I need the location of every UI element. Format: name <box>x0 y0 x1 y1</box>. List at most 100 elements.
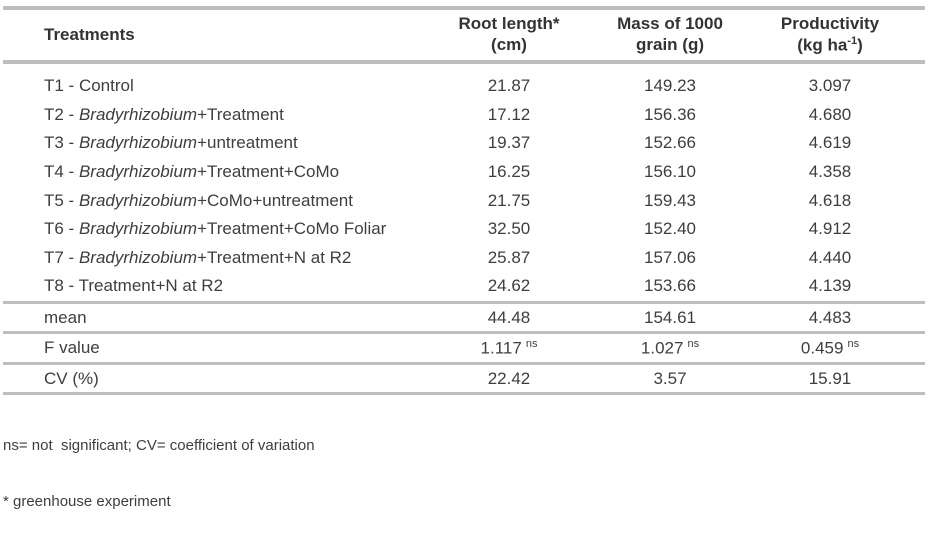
root-length-value: 19.37 <box>487 133 531 153</box>
grain-mass-value: 152.66 <box>644 133 696 153</box>
col-header-productivity: Productivity (kg ha-1) <box>755 14 905 56</box>
col-header-root-length-line1: Root length* <box>458 14 560 34</box>
table-row: T7 - Bradyrhizobium+Treatment+N at R2 25… <box>0 244 928 273</box>
treatment-pre: T4 - <box>44 162 79 182</box>
root-length-value: 32.50 <box>487 219 531 239</box>
productivity-value: 4.139 <box>808 276 852 296</box>
treatment-label: T8 - Treatment+N at R2 <box>0 276 433 296</box>
species-name: Bradyrhizobium <box>78 104 198 124</box>
root-length-value: 22.42 <box>433 369 585 389</box>
col-header-productivity-line1: Productivity <box>780 13 880 33</box>
root-length-value: 17.12 <box>487 104 531 124</box>
productivity-value: 4.358 <box>808 162 852 182</box>
table-rule-mean <box>3 331 925 335</box>
productivity-unit-post: ) <box>857 35 863 55</box>
treatment-pre: T5 - <box>44 190 79 210</box>
species-name: Bradyrhizobium <box>78 190 198 210</box>
ns-superscript: ns <box>687 337 700 350</box>
productivity-value: 0.459 ns <box>755 338 905 359</box>
grain-mass-value: 159.43 <box>644 190 696 210</box>
treatment-post: +Treatment <box>197 104 284 124</box>
col-header-treatments: Treatments <box>44 25 135 44</box>
productivity-value: 3.097 <box>808 76 852 96</box>
treatment-post: +CoMo+untreatment <box>197 190 353 210</box>
productivity-value: 4.680 <box>808 104 852 124</box>
summary-number: 154.61 <box>644 307 696 327</box>
summary-number: 1.027 <box>640 338 684 358</box>
ns-superscript: ns <box>847 337 860 350</box>
treatment-pre: T8 - Treatment+N at R2 <box>44 276 224 296</box>
treatment-post: +untreatment <box>197 133 298 153</box>
root-length-value: 44.48 <box>433 308 585 328</box>
grain-mass-value: 154.61 <box>585 308 755 328</box>
table-rule-body-end <box>3 300 925 304</box>
table-row: T2 - Bradyrhizobium+Treatment 17.12 156.… <box>0 101 928 130</box>
treatment-pre: T6 - <box>44 219 79 239</box>
species-name: Bradyrhizobium <box>78 247 198 267</box>
root-length-value: 1.117 ns <box>433 338 585 359</box>
grain-mass-value: 3.57 <box>585 369 755 389</box>
summary-number: 3.57 <box>653 368 687 388</box>
summary-label: F value <box>44 338 100 357</box>
col-header-grain-mass-line2: grain (g) <box>636 35 704 54</box>
productivity-value: 4.483 <box>755 308 905 328</box>
grain-mass-value: 153.66 <box>644 276 696 296</box>
table-row: T1 - Control 21.87 149.23 3.097 <box>0 72 928 101</box>
species-name: Bradyrhizobium <box>78 219 198 239</box>
results-table: Treatments Root length* (cm) Mass of 100… <box>0 6 928 548</box>
table-row-f-value: F value 1.117 ns 1.027 ns 0.459 ns <box>0 334 928 362</box>
table-row: T8 - Treatment+N at R2 24.62 153.66 4.13… <box>0 272 928 301</box>
treatment-pre: T2 - <box>44 104 79 124</box>
summary-label: CV (%) <box>44 368 99 388</box>
table-row: T6 - Bradyrhizobium+Treatment+CoMo Folia… <box>0 215 928 244</box>
footnote-ns: ns= not significant; CV= coefficient of … <box>3 437 315 455</box>
root-length-value: 16.25 <box>487 162 531 182</box>
table-row: T4 - Bradyrhizobium+Treatment+CoMo 16.25… <box>0 158 928 187</box>
col-header-grain-mass-line1: Mass of 1000 <box>617 14 723 34</box>
table-header-row: Treatments Root length* (cm) Mass of 100… <box>0 10 928 60</box>
treatment-label: T3 - Bradyrhizobium+untreatment <box>0 133 433 153</box>
ns-superscript: ns <box>525 337 538 350</box>
productivity-value: 4.618 <box>808 190 852 210</box>
treatment-pre: T1 - Control <box>44 76 134 96</box>
productivity-value: 4.619 <box>808 133 852 153</box>
table-row-mean: mean 44.48 154.61 4.483 <box>0 304 928 332</box>
species-name: Bradyrhizobium <box>78 162 198 182</box>
summary-label: mean <box>44 307 87 327</box>
summary-number: 44.48 <box>487 307 531 327</box>
table-rule-header <box>3 60 925 64</box>
treatment-post: +Treatment+CoMo Foliar <box>197 219 387 239</box>
treatment-pre: T3 - <box>44 133 79 153</box>
table-body: T1 - Control 21.87 149.23 3.097 T2 - Bra… <box>0 64 928 301</box>
treatment-post: +Treatment+CoMo <box>197 162 340 182</box>
productivity-value: 4.440 <box>808 247 852 267</box>
summary-number: 15.91 <box>808 368 852 388</box>
treatment-label: T2 - Bradyrhizobium+Treatment <box>0 105 433 125</box>
species-name: Bradyrhizobium <box>78 133 198 153</box>
col-header-root-length-line2: (cm) <box>491 35 527 54</box>
grain-mass-value: 156.10 <box>644 162 696 182</box>
treatment-label: T6 - Bradyrhizobium+Treatment+CoMo Folia… <box>0 219 433 239</box>
summary-number: 0.459 <box>800 338 844 358</box>
productivity-value: 4.912 <box>808 219 852 239</box>
table-row: T3 - Bradyrhizobium+untreatment 19.37 15… <box>0 129 928 158</box>
table-footnotes: ns= not significant; CV= coefficient of … <box>0 400 928 548</box>
root-length-value: 25.87 <box>487 247 531 267</box>
treatment-label: T7 - Bradyrhizobium+Treatment+N at R2 <box>0 248 433 268</box>
root-length-value: 21.87 <box>487 76 531 96</box>
treatment-label: T1 - Control <box>0 76 433 96</box>
exponent-superscript: -1 <box>847 34 858 47</box>
summary-number: 1.117 <box>480 338 522 358</box>
grain-mass-value: 152.40 <box>644 219 696 239</box>
summary-number: 22.42 <box>487 368 531 388</box>
grain-mass-value: 156.36 <box>644 104 696 124</box>
treatment-label: T5 - Bradyrhizobium+CoMo+untreatment <box>0 191 433 211</box>
root-length-value: 21.75 <box>487 190 531 210</box>
grain-mass-value: 1.027 ns <box>585 338 755 359</box>
table-rule-f-value <box>3 361 925 365</box>
treatment-post: +Treatment+N at R2 <box>197 247 352 267</box>
treatment-pre: T7 - <box>44 247 79 267</box>
col-header-productivity-line2: (kg ha-1) <box>755 35 905 56</box>
summary-number: 4.483 <box>808 307 852 327</box>
table-row: T5 - Bradyrhizobium+CoMo+untreatment 21.… <box>0 186 928 215</box>
